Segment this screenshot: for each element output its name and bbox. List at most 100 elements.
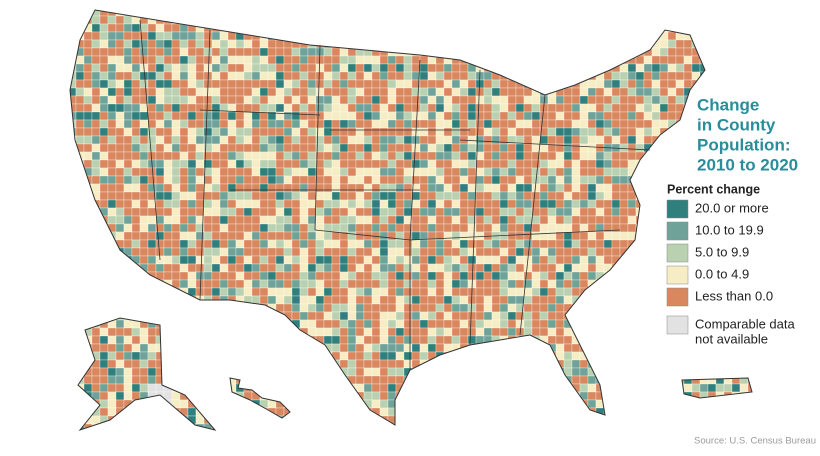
county-cell [611,239,621,249]
county-cell [348,0,356,8]
county-cell [339,55,349,65]
county-cell [523,183,533,193]
county-cell [331,255,341,265]
county-cell [331,223,341,233]
county-cell [347,215,357,225]
county-cell [347,135,357,145]
county-cell [75,183,85,193]
county-cell [163,55,173,65]
county-cell [723,63,733,73]
county-cell [60,176,68,184]
county-cell [444,432,452,440]
county-cell [443,79,453,89]
county-cell [283,343,293,353]
county-cell [643,55,653,65]
county-cell [659,375,669,385]
county-cell [275,183,285,193]
county-cell [667,375,677,385]
county-cell [483,391,493,401]
title-line: in County [697,115,776,134]
county-cell [715,303,725,313]
county-cell [403,351,413,361]
county-cell [91,175,101,185]
county-cell [580,0,588,8]
county-cell [339,191,349,201]
county-cell [595,359,605,369]
county-cell [83,135,93,145]
county-cell [499,271,509,281]
county-cell [659,95,669,105]
county-cell [547,191,557,201]
county-cell [627,319,637,329]
county-cell [84,432,92,440]
county-cell [211,135,221,145]
county-cell [187,191,197,201]
county-cell [68,0,76,8]
county-cell [139,279,149,289]
county-cell [435,10,445,17]
county-cell [251,407,261,417]
county-cell [340,432,348,440]
county-cell [139,375,149,385]
county-cell [211,247,221,257]
county-cell [203,63,213,73]
county-cell [443,415,453,425]
county-cell [539,183,549,193]
county-cell [235,255,245,265]
county-cell [339,279,349,289]
county-cell [75,23,85,33]
county-cell [588,0,596,8]
county-cell [387,135,397,145]
county-cell [571,151,581,161]
county-cell [443,47,453,57]
county-cell [531,31,541,41]
county-cell [547,287,557,297]
county-cell [219,359,229,369]
county-cell [667,55,677,65]
county-cell [467,175,477,185]
county-cell [267,319,277,329]
county-cell [756,48,764,56]
legend-swatch [666,221,689,241]
county-cell [539,351,549,361]
county-cell [635,135,645,145]
county-cell [371,223,381,233]
county-cell [83,191,93,201]
county-cell [243,175,253,185]
county-cell [603,207,613,217]
county-cell [195,167,205,177]
county-cell [499,295,509,305]
county-cell [571,247,581,257]
county-cell [651,311,661,321]
county-cell [475,423,485,430]
county-cell [499,183,509,193]
county-cell [219,383,229,393]
county-cell [691,23,701,33]
county-cell [595,319,605,329]
county-cell [531,95,541,105]
county-cell [603,71,613,81]
county-cell [499,223,509,233]
county-cell [500,0,508,8]
county-cell [756,16,764,24]
county-cell [523,167,533,177]
county-cell [99,327,109,337]
county-cell [667,63,677,73]
county-cell [163,407,173,417]
county-cell [179,39,189,49]
county-cell [291,183,301,193]
county-cell [299,119,309,129]
county-cell [467,383,477,393]
county-cell [70,15,77,25]
county-cell [635,407,645,417]
county-cell [155,87,165,97]
county-cell [508,0,516,8]
county-cell [235,167,245,177]
county-cell [171,343,181,353]
county-cell [491,271,501,281]
legend-label: 0.0 to 4.9 [695,266,749,281]
county-cell [427,127,437,137]
county-cell [515,319,525,329]
county-cell [83,207,93,217]
county-cell [235,71,245,81]
